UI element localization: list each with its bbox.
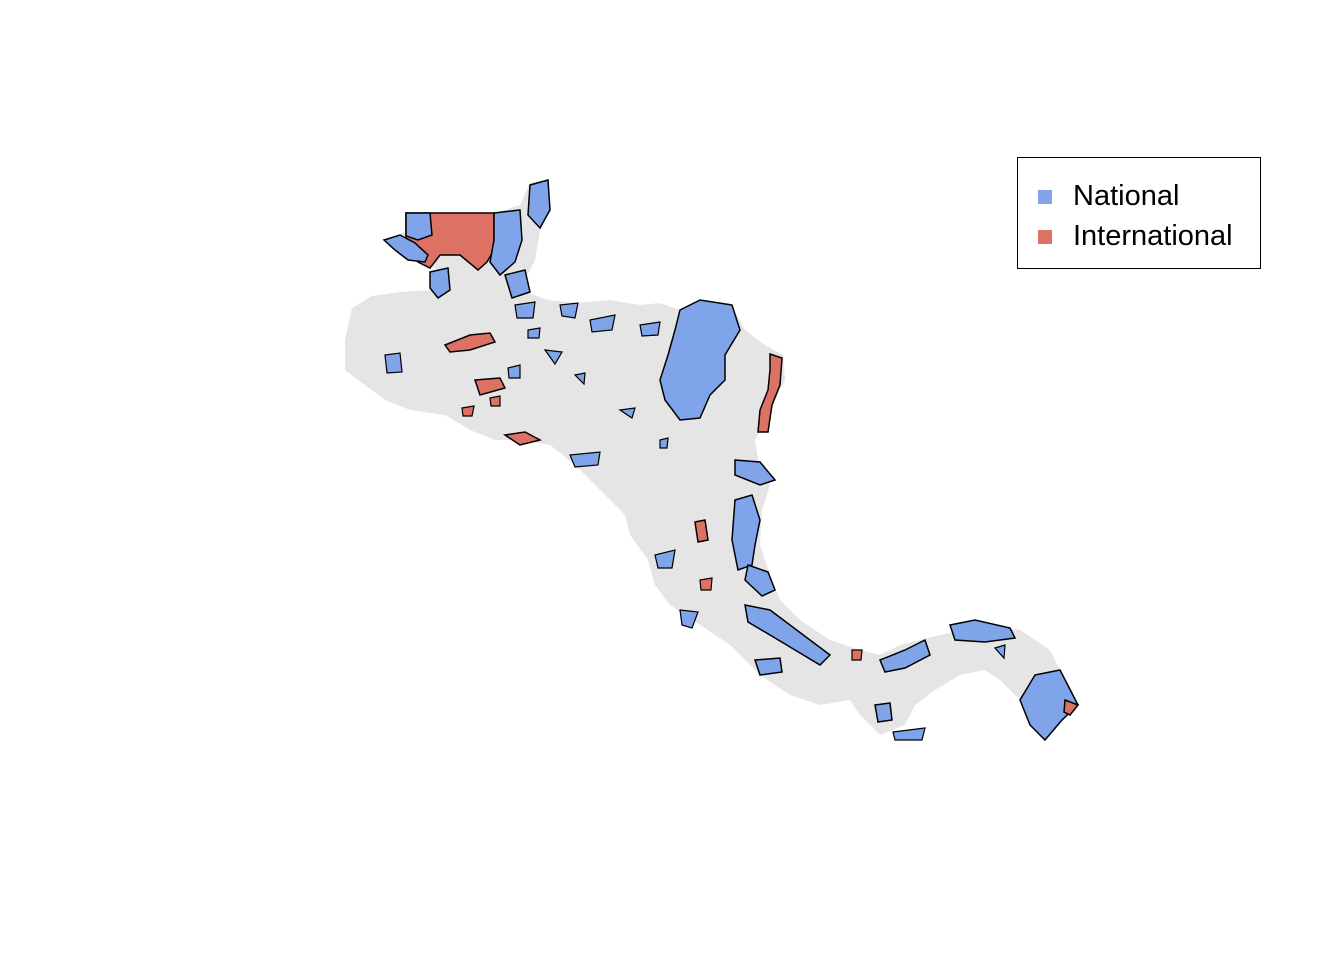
national-reserve [879, 638, 931, 673]
national-reserve [949, 619, 1017, 643]
national-reserve [659, 299, 741, 421]
small-reserves [384, 301, 1006, 741]
international-reserve [757, 352, 783, 433]
national-reserve [744, 604, 832, 666]
legend: National International [1017, 157, 1261, 269]
legend-item-national: National [1038, 182, 1179, 211]
national-reserve [874, 702, 893, 723]
national-reserve [405, 212, 433, 241]
national-reserve [504, 269, 531, 299]
small-international-reserves [461, 395, 863, 661]
national-reserve [734, 459, 777, 486]
national-reserve [1019, 669, 1079, 742]
international-swatch [1038, 229, 1052, 244]
international-reserve [443, 332, 497, 353]
national-swatch [1038, 189, 1052, 204]
international-reserve [502, 431, 543, 446]
legend-item-international: International [1038, 222, 1233, 251]
international-reserve [1063, 698, 1080, 716]
legend-label-national: National [1073, 180, 1180, 212]
national-reserve [489, 209, 523, 277]
legend-label-international: International [1073, 220, 1233, 252]
national-reserve [731, 494, 761, 571]
land-region [345, 180, 1075, 740]
international-reserve [473, 377, 507, 396]
international-reserve [694, 519, 709, 543]
national-reserve [753, 657, 783, 676]
national-reserve [382, 234, 429, 263]
national-reserve [429, 267, 451, 300]
national-reserve [744, 564, 776, 597]
national-reserve [527, 179, 551, 230]
